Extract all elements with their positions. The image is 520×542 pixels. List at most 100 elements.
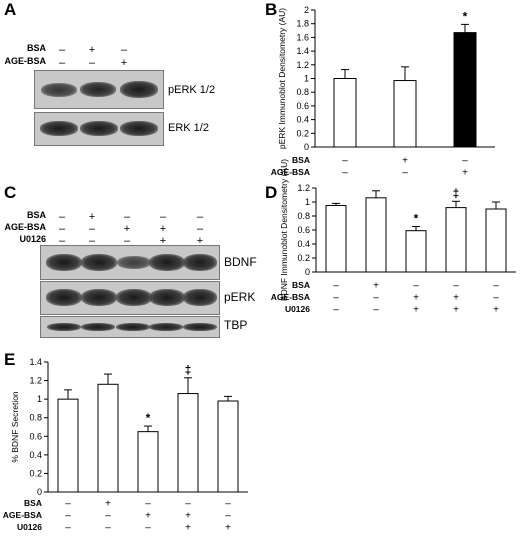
y-tick-label: 1 [304,74,309,84]
blot-label-tbp: TBP [224,318,248,332]
bar [57,398,79,493]
significance-marker: * [414,212,419,226]
blot-bdnf [40,245,220,280]
condition-sign: – [145,523,151,534]
condition-label: BSA [24,498,42,508]
y-tick-label: 0 [37,487,42,497]
condition-label-age-bsa: AGE-BSA [4,56,46,66]
condition-sign: – [333,305,339,316]
sign: – [58,57,66,69]
condition-sign: + [373,281,379,292]
y-tick-label: 0.6 [29,431,42,441]
sign: + [123,223,131,235]
y-tick-label: 1.8 [296,19,309,29]
chart-d-plot: 0 0.2 0.4 0.6 0.8 1 1.2 BDNF Immunoblot Densito… [271,159,516,316]
condition-sign: – [185,499,191,510]
condition-label: BSA [292,155,310,165]
y-tick-label: 1.6 [296,32,309,42]
significance-marker: ‡ [185,363,192,377]
y-tick-label: 0.8 [29,413,42,423]
condition-sign: – [105,523,111,534]
panel-label-d: D [265,183,278,202]
condition-label: U0126 [17,522,42,532]
y-tick-label: 0.4 [29,450,42,460]
condition-sign: – [373,293,379,304]
condition-sign: – [493,281,499,292]
y-tick-label: 0 [305,267,310,277]
y-tick-label: 1.2 [29,376,42,386]
sign: – [196,223,204,235]
y-tick-label: 1.2 [297,183,310,193]
sign: + [159,223,167,235]
condition-sign: + [413,293,419,304]
sign: – [123,211,131,223]
significance-marker: ‡ [453,186,460,200]
chart-e-plot: 0 0.2 0.4 0.6 0.8 1 1.2 1.4 % BDNF Secretion * ‡ BS… [3,357,248,534]
blot-erk-1-2 [34,112,164,146]
panel-label-e: E [4,350,16,369]
sign: + [159,235,167,247]
y-tick-label: 0.8 [297,211,310,221]
condition-sign: – [462,156,468,167]
sign: + [120,57,128,69]
y-tick-label: 1.4 [29,357,42,367]
condition-sign: – [225,511,231,522]
y-tick-label: 0.4 [297,239,310,249]
y-axis-label: % BDNF Secretion [10,391,20,463]
condition-sign: + [145,511,151,522]
y-tick-label: 0 [304,142,309,152]
bar [177,393,199,493]
condition-sign: + [402,156,408,167]
condition-label: BSA [292,280,310,290]
sign: – [196,211,204,223]
sign: + [196,235,204,247]
y-tick-label: 0.2 [296,128,309,138]
blot-label-bdnf: BDNF [224,255,257,269]
y-tick-label: 1 [305,197,310,207]
y-axis-label: pERK Immunoblot Densitometry (AU) [277,8,287,149]
blot-perk-1-2 [34,70,164,109]
y-tick-label: 0.4 [296,115,309,125]
condition-label-age-bsa: AGE-BSA [4,222,46,232]
sign: – [58,44,66,56]
condition-sign: – [65,511,71,522]
y-axis-label: BDNF Immunoblot Densitometry (AU) [279,159,289,301]
significance-marker: * [463,9,468,23]
blot-label-erk-1-2: ERK 1/2 [168,122,209,134]
blot-label-perk-1-2: pERK 1/2 [168,84,216,96]
chart-b-plot: 0 0.2 0.4 0.6 0.8 1 1.2 1.4 1.6 1.8 2 pERK Immunobl… [271,5,495,179]
condition-label: AGE-BSA [271,167,310,177]
condition-sign: + [225,523,231,534]
condition-sign: + [185,511,191,522]
sign: – [123,235,131,247]
condition-sign: – [373,305,379,316]
bar [137,431,159,493]
blot-perk [40,281,220,315]
bar [97,383,119,493]
bar [217,400,239,493]
condition-sign: + [105,499,111,510]
sign: – [88,235,96,247]
condition-sign: – [105,511,111,522]
condition-label: AGE-BSA [3,510,42,520]
y-tick-label: 0.6 [296,101,309,111]
condition-sign: + [453,305,459,316]
sign: + [88,44,96,56]
condition-sign: – [65,523,71,534]
condition-sign: – [145,499,151,510]
y-tick-label: 1 [37,394,42,404]
condition-sign: – [453,281,459,292]
sign: – [120,44,128,56]
condition-sign: – [342,156,348,167]
condition-sign: + [413,305,419,316]
y-tick-label: 0.2 [297,253,310,263]
y-tick-label: 2 [304,5,309,15]
y-tick-label: 1.2 [296,60,309,70]
sign: – [58,235,66,247]
condition-sign: – [333,281,339,292]
condition-label-bsa: BSA [26,43,46,53]
y-tick-label: 1.4 [296,46,309,56]
